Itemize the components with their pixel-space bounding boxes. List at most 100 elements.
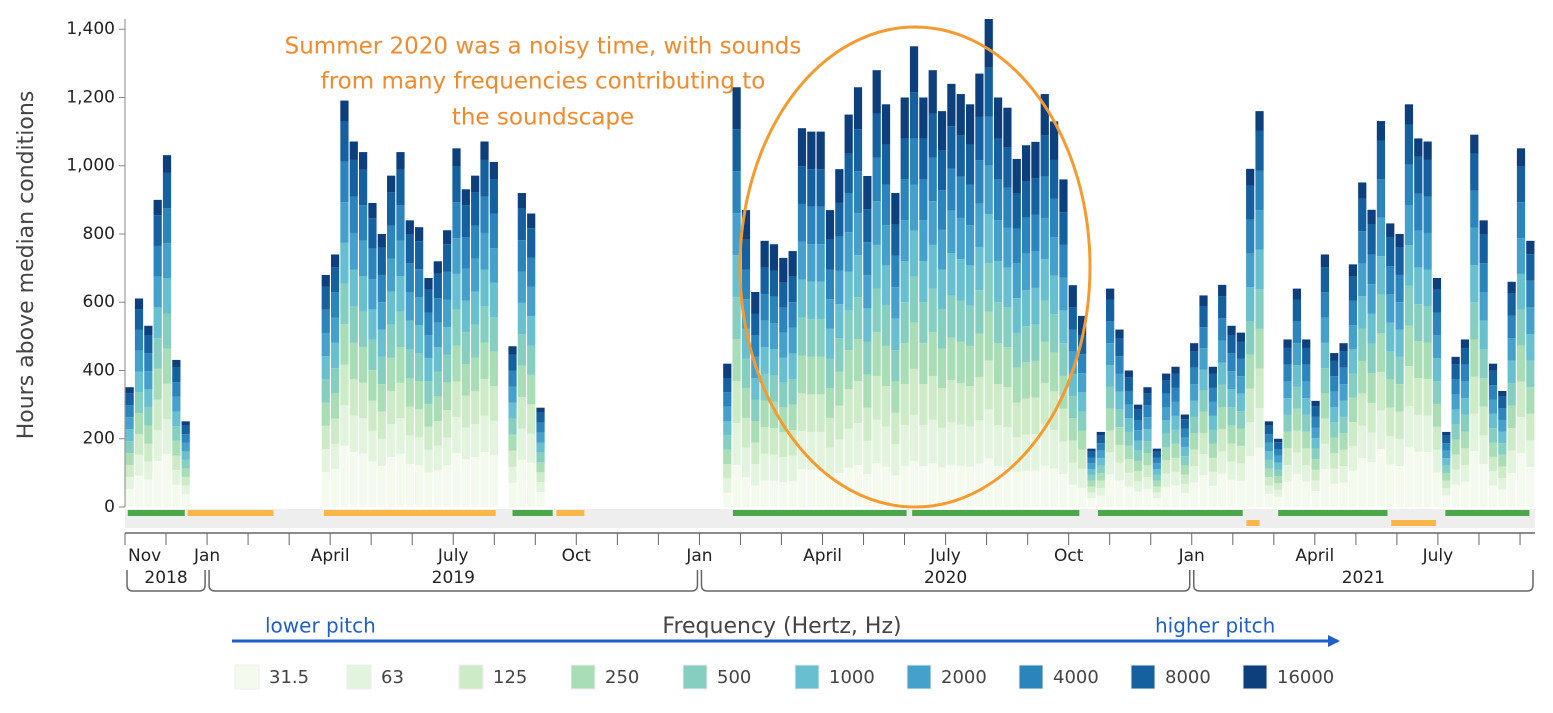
bar-segment [480, 379, 489, 416]
bar-segment [975, 333, 984, 377]
bar-segment [480, 159, 489, 197]
bar-segment [517, 208, 526, 241]
bar-segment [900, 302, 909, 344]
bar-segment [1236, 376, 1245, 394]
y-axis-label: Hours above median conditions [14, 91, 39, 440]
bar-segment [741, 328, 751, 359]
bar-segment [172, 367, 181, 383]
bar-segment [387, 192, 396, 226]
bar-segment [153, 215, 162, 246]
bar-segment [1442, 465, 1451, 474]
bar-segment [1376, 121, 1386, 141]
bar-segment [396, 169, 405, 206]
bar-segment [863, 374, 872, 408]
bar-segment [788, 455, 797, 482]
bar-segment [984, 458, 993, 507]
bar-segment [1180, 414, 1189, 420]
bar-segment [1432, 289, 1442, 313]
bar-segment [909, 322, 919, 369]
bar-segment [1404, 325, 1414, 367]
bar-segment [405, 263, 414, 293]
bar-segment [1516, 345, 1526, 382]
y-tick-label: 800 [83, 224, 115, 244]
bar-segment [508, 386, 517, 403]
legend-title: Frequency (Hertz, Hz) [662, 614, 901, 639]
bar-segment [1096, 458, 1105, 466]
bar-segment [993, 384, 1003, 426]
bar-segment [1246, 422, 1255, 457]
bar-segment [956, 424, 965, 466]
bar-segment [1255, 289, 1264, 329]
bar-segment [807, 319, 816, 357]
bar-segment [443, 410, 452, 438]
bar-segment [1218, 429, 1227, 452]
bar-segment [975, 420, 984, 464]
bar-segment [1208, 387, 1217, 402]
bar-segment [1526, 333, 1535, 361]
bar-segment [1031, 141, 1040, 179]
bar-segment [1358, 231, 1367, 264]
deployment [732, 510, 907, 516]
bar-segment [1134, 491, 1143, 507]
bar-segment [1190, 367, 1199, 385]
bar-segment [1460, 465, 1470, 482]
bar-segment [1162, 407, 1171, 421]
bar-segment [1292, 452, 1301, 475]
bar-segment [1180, 419, 1189, 429]
bar-segment [134, 413, 144, 434]
bar-segment [1302, 398, 1311, 415]
bar-segment [461, 459, 470, 507]
bar-segment [461, 237, 470, 269]
bar-segment [1395, 438, 1404, 467]
bar-segment [1339, 351, 1348, 368]
bar-segment [508, 354, 517, 371]
bar-segment [377, 274, 386, 303]
bar-segment [947, 337, 956, 381]
bar-segment [1386, 351, 1395, 380]
bar-segment [769, 375, 779, 402]
bar-segment [405, 234, 414, 264]
legend-swatch [234, 664, 260, 690]
bar-segment [1059, 343, 1068, 376]
bar-segment [1227, 353, 1236, 372]
bar-segment [1376, 140, 1386, 180]
bar-segment [1040, 94, 1049, 136]
bar-segment [1292, 321, 1301, 344]
bar-segment [1283, 448, 1292, 466]
bar-segment [1218, 296, 1227, 319]
bar-segment [508, 434, 517, 451]
bar-segment [741, 417, 751, 448]
bar-segment [1432, 426, 1442, 450]
bar-segment [1124, 486, 1133, 507]
bar-segment [1348, 470, 1358, 507]
bar-segment [1404, 104, 1414, 125]
bar-segment [153, 307, 162, 339]
bar-segment [1162, 433, 1171, 447]
bar-segment [1311, 490, 1320, 507]
bar-segment [928, 375, 937, 420]
deployment [512, 510, 553, 516]
bar-segment [1358, 360, 1367, 394]
bar-segment [872, 201, 881, 245]
bar-segment [1292, 299, 1301, 322]
bar-segment [181, 442, 190, 452]
bar-segment [1190, 400, 1199, 417]
bar-segment [508, 466, 517, 483]
bar-segment [330, 368, 340, 394]
bar-segment [1096, 480, 1105, 489]
bar-segment [349, 269, 358, 306]
bar-segment [1134, 481, 1143, 492]
bar-segment [723, 464, 732, 479]
bar-segment [1479, 292, 1488, 321]
bar-segment [517, 428, 526, 460]
bar-segment [723, 378, 732, 393]
bar-segment [1479, 349, 1488, 379]
bar-segment [527, 316, 536, 346]
bar-segment [863, 341, 872, 375]
bar-segment [1460, 347, 1470, 365]
bar-segment [1190, 433, 1199, 450]
bar-segment [797, 317, 807, 356]
bar-segment [1087, 451, 1096, 458]
bar-segment [872, 157, 881, 202]
bar-segment [134, 454, 144, 476]
